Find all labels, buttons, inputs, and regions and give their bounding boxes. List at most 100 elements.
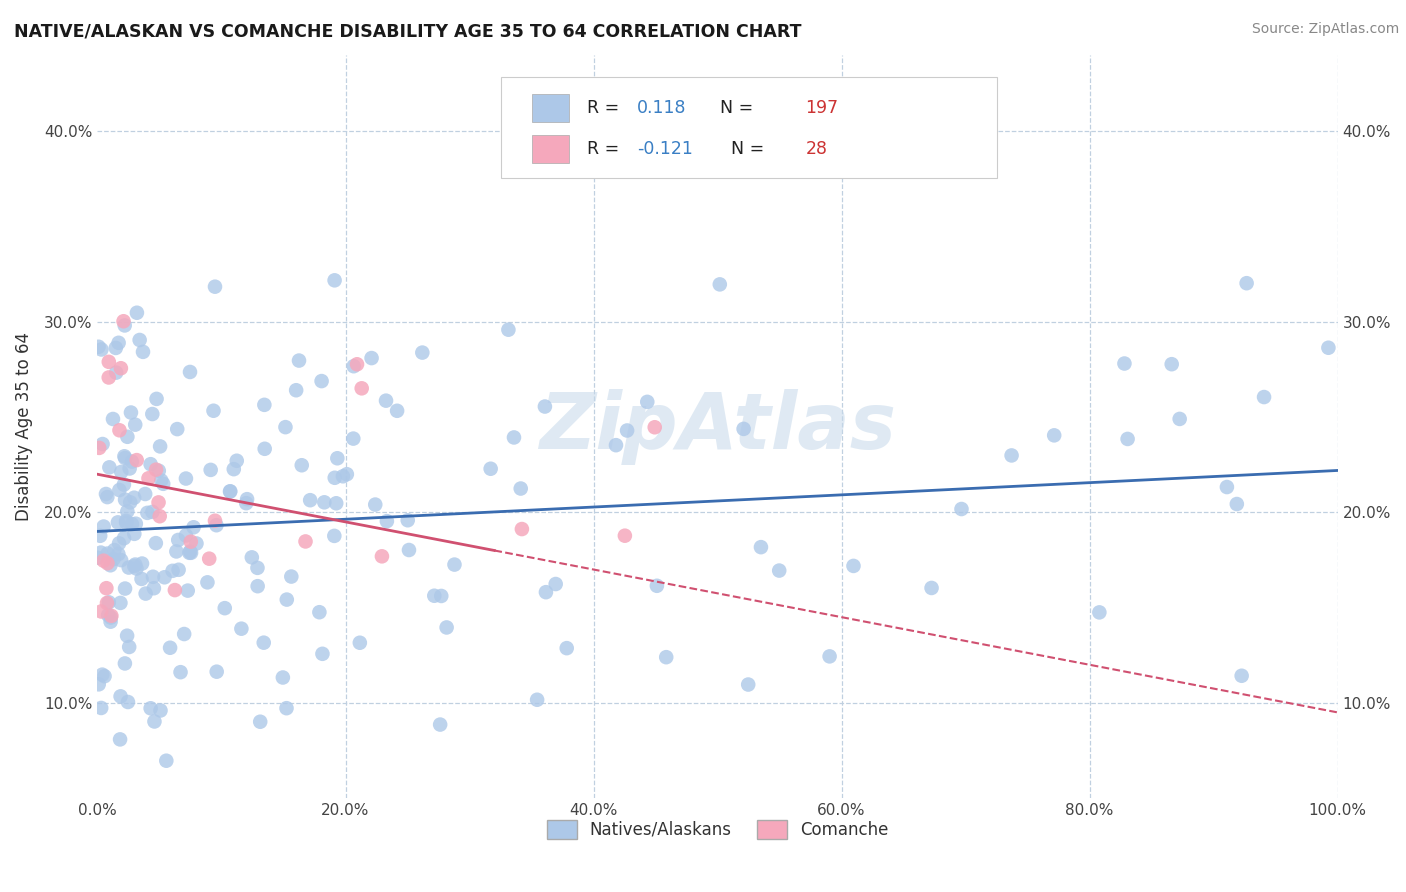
Point bbox=[97, 355, 120, 369]
Point bbox=[200, 463, 222, 477]
Point bbox=[430, 589, 453, 603]
Point bbox=[128, 333, 150, 347]
Text: -0.121: -0.121 bbox=[637, 140, 693, 158]
Point bbox=[91, 437, 114, 451]
Point bbox=[204, 279, 226, 293]
FancyBboxPatch shape bbox=[531, 94, 569, 122]
Point bbox=[100, 610, 122, 624]
Point bbox=[174, 528, 197, 542]
Point bbox=[131, 557, 153, 571]
Point bbox=[103, 543, 125, 558]
Point bbox=[155, 754, 177, 768]
Point bbox=[115, 514, 138, 528]
Point bbox=[1000, 449, 1022, 463]
Point bbox=[90, 605, 112, 619]
Point bbox=[162, 564, 184, 578]
Point bbox=[125, 516, 148, 531]
Point bbox=[205, 518, 228, 533]
Point bbox=[149, 439, 172, 453]
Point bbox=[323, 529, 346, 543]
Text: 197: 197 bbox=[806, 99, 839, 117]
Point bbox=[249, 714, 271, 729]
Point bbox=[311, 647, 333, 661]
Point bbox=[842, 558, 865, 573]
Point bbox=[97, 547, 120, 561]
Point bbox=[112, 314, 135, 328]
Point bbox=[1088, 606, 1111, 620]
Point bbox=[219, 484, 242, 499]
Point bbox=[326, 451, 349, 466]
Point bbox=[153, 570, 176, 584]
Point bbox=[103, 552, 125, 566]
Point bbox=[1160, 357, 1182, 371]
Point bbox=[117, 695, 139, 709]
Point bbox=[411, 345, 433, 359]
Point bbox=[253, 635, 276, 649]
Point bbox=[214, 601, 236, 615]
Point bbox=[142, 581, 165, 595]
Point bbox=[96, 556, 118, 570]
Point bbox=[114, 582, 136, 596]
Point bbox=[179, 546, 201, 560]
Point bbox=[104, 341, 127, 355]
Point bbox=[308, 605, 330, 619]
Legend: Natives/Alaskans, Comanche: Natives/Alaskans, Comanche bbox=[540, 813, 896, 846]
FancyBboxPatch shape bbox=[531, 135, 569, 163]
Point bbox=[202, 403, 225, 417]
Point bbox=[108, 483, 131, 497]
Point bbox=[737, 677, 759, 691]
Point bbox=[110, 690, 132, 704]
Point bbox=[1168, 412, 1191, 426]
Point bbox=[124, 417, 146, 432]
Point bbox=[343, 359, 366, 374]
Point bbox=[314, 495, 336, 509]
Point bbox=[125, 306, 148, 320]
Point bbox=[950, 502, 973, 516]
Point bbox=[145, 463, 167, 477]
Point bbox=[1116, 432, 1139, 446]
Point bbox=[115, 516, 138, 530]
Point bbox=[149, 704, 172, 718]
Point bbox=[112, 450, 135, 464]
Point bbox=[100, 558, 122, 573]
Point bbox=[96, 596, 118, 610]
Point bbox=[134, 487, 156, 501]
Point bbox=[98, 460, 121, 475]
Point bbox=[398, 543, 420, 558]
Point bbox=[110, 361, 132, 376]
Point bbox=[436, 620, 458, 634]
Point bbox=[534, 585, 557, 599]
Point bbox=[183, 520, 205, 534]
Point bbox=[311, 374, 333, 388]
Point bbox=[91, 667, 114, 681]
Point bbox=[165, 544, 187, 558]
Point bbox=[97, 370, 120, 384]
Point bbox=[114, 492, 136, 507]
Point bbox=[107, 516, 129, 530]
Point bbox=[112, 531, 135, 545]
Point bbox=[299, 493, 322, 508]
Point bbox=[336, 467, 359, 482]
Point bbox=[108, 732, 131, 747]
Point bbox=[509, 482, 531, 496]
Point bbox=[149, 509, 172, 524]
Point bbox=[117, 504, 139, 518]
Point bbox=[709, 277, 731, 292]
Point bbox=[139, 457, 162, 471]
Point bbox=[97, 608, 120, 623]
Point bbox=[114, 318, 136, 333]
Point bbox=[332, 469, 354, 483]
Text: N =: N = bbox=[709, 99, 759, 117]
Point bbox=[1216, 480, 1239, 494]
Point bbox=[114, 657, 136, 671]
Point bbox=[174, 471, 197, 485]
Point bbox=[285, 383, 308, 397]
Point bbox=[364, 498, 387, 512]
Point bbox=[90, 343, 112, 357]
Point bbox=[253, 442, 276, 456]
Point bbox=[96, 581, 118, 595]
Point bbox=[120, 405, 142, 419]
Point bbox=[112, 477, 135, 491]
Point bbox=[93, 554, 115, 568]
Point bbox=[159, 640, 181, 655]
